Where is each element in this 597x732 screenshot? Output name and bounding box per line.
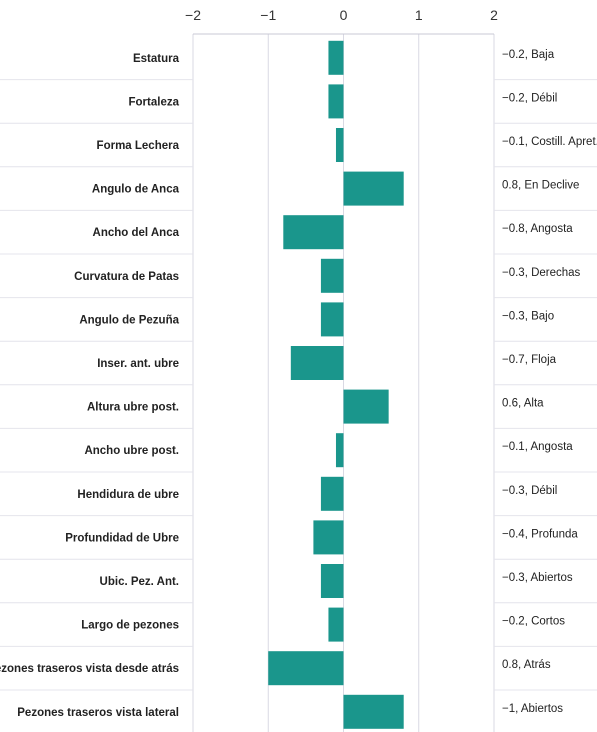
bar bbox=[320, 564, 344, 598]
bars bbox=[268, 40, 404, 729]
value-annotation: 0.6, Alta bbox=[502, 398, 544, 410]
value-annotation: −0.4, Profunda bbox=[502, 528, 578, 540]
value-annotation: −0.3, Derechas bbox=[502, 267, 581, 279]
category-label: Pezones traseros vista lateral bbox=[17, 707, 179, 719]
bar bbox=[343, 694, 404, 729]
category-label: Hendidura de ubre bbox=[77, 489, 179, 501]
value-annotation: 0.8, En Declive bbox=[502, 180, 579, 192]
bar bbox=[268, 651, 344, 686]
bar bbox=[313, 520, 344, 555]
value-annotation: −0.3, Débil bbox=[502, 485, 557, 497]
category-label: Curvatura de Patas bbox=[74, 271, 179, 283]
value-annotation: −0.2, Débil bbox=[502, 92, 557, 104]
category-labels: Estatura Fortaleza Forma Lechera Angulo de … bbox=[0, 53, 180, 719]
bar bbox=[328, 607, 344, 642]
category-label: Largo de pezones bbox=[81, 620, 179, 632]
category-label: Ancho del Anca bbox=[93, 227, 180, 239]
x-tick-label: −1 bbox=[260, 7, 276, 23]
value-annotation: −0.3, Abiertos bbox=[502, 572, 573, 584]
bar bbox=[335, 128, 344, 162]
category-label: Angulo de Anca bbox=[92, 184, 180, 196]
category-label: Ancho ubre post. bbox=[84, 445, 179, 457]
value-annotation: −0.8, Angosta bbox=[502, 223, 573, 235]
category-label: Angulo de Pezuña bbox=[79, 314, 179, 326]
category-label: Ubic. Pez. Ant. bbox=[100, 576, 179, 588]
bar bbox=[343, 389, 389, 424]
category-label: Altura ubre post. bbox=[87, 402, 179, 414]
bar bbox=[283, 215, 344, 250]
value-annotation: −0.2, Cortos bbox=[502, 616, 565, 628]
bar bbox=[320, 258, 344, 293]
category-label: Estatura bbox=[133, 53, 180, 65]
bar bbox=[320, 476, 344, 511]
value-annotation: −0.2, Baja bbox=[502, 49, 555, 61]
x-tick-label: 0 bbox=[340, 7, 348, 23]
value-annotation: −0.7, Floja bbox=[502, 354, 557, 366]
value-annotation: −0.1, Costill. Apret. bbox=[502, 136, 597, 148]
value-annotation: −1, Abiertos bbox=[502, 703, 563, 715]
bar bbox=[320, 302, 344, 337]
bar bbox=[290, 346, 344, 380]
category-label: Forma Lechera bbox=[97, 140, 180, 152]
grid-lines bbox=[0, 33, 597, 732]
bar bbox=[328, 40, 344, 75]
value-annotation: −0.1, Angosta bbox=[502, 441, 573, 453]
category-label: Profundidad de Ubre bbox=[65, 532, 179, 544]
category-label: Pezones traseros vista desde atrás bbox=[0, 663, 179, 675]
value-annotations: −0.2, Baja −0.2, Débil −0.1, Costill. Apre… bbox=[502, 49, 597, 715]
value-annotation: 0.8, Atrás bbox=[502, 659, 551, 671]
x-tick-label: −2 bbox=[185, 7, 201, 23]
bar bbox=[335, 433, 344, 468]
x-tick-label: 2 bbox=[490, 7, 498, 23]
value-annotation: −0.3, Bajo bbox=[502, 310, 554, 322]
bar bbox=[343, 171, 404, 206]
x-tick-label: 1 bbox=[415, 7, 423, 23]
category-label: Fortaleza bbox=[129, 96, 180, 108]
category-label: Inser. ant. ubre bbox=[97, 358, 179, 370]
x-axis-ticks: −2 −1 0 1 2 bbox=[185, 7, 498, 23]
bar bbox=[328, 84, 344, 119]
